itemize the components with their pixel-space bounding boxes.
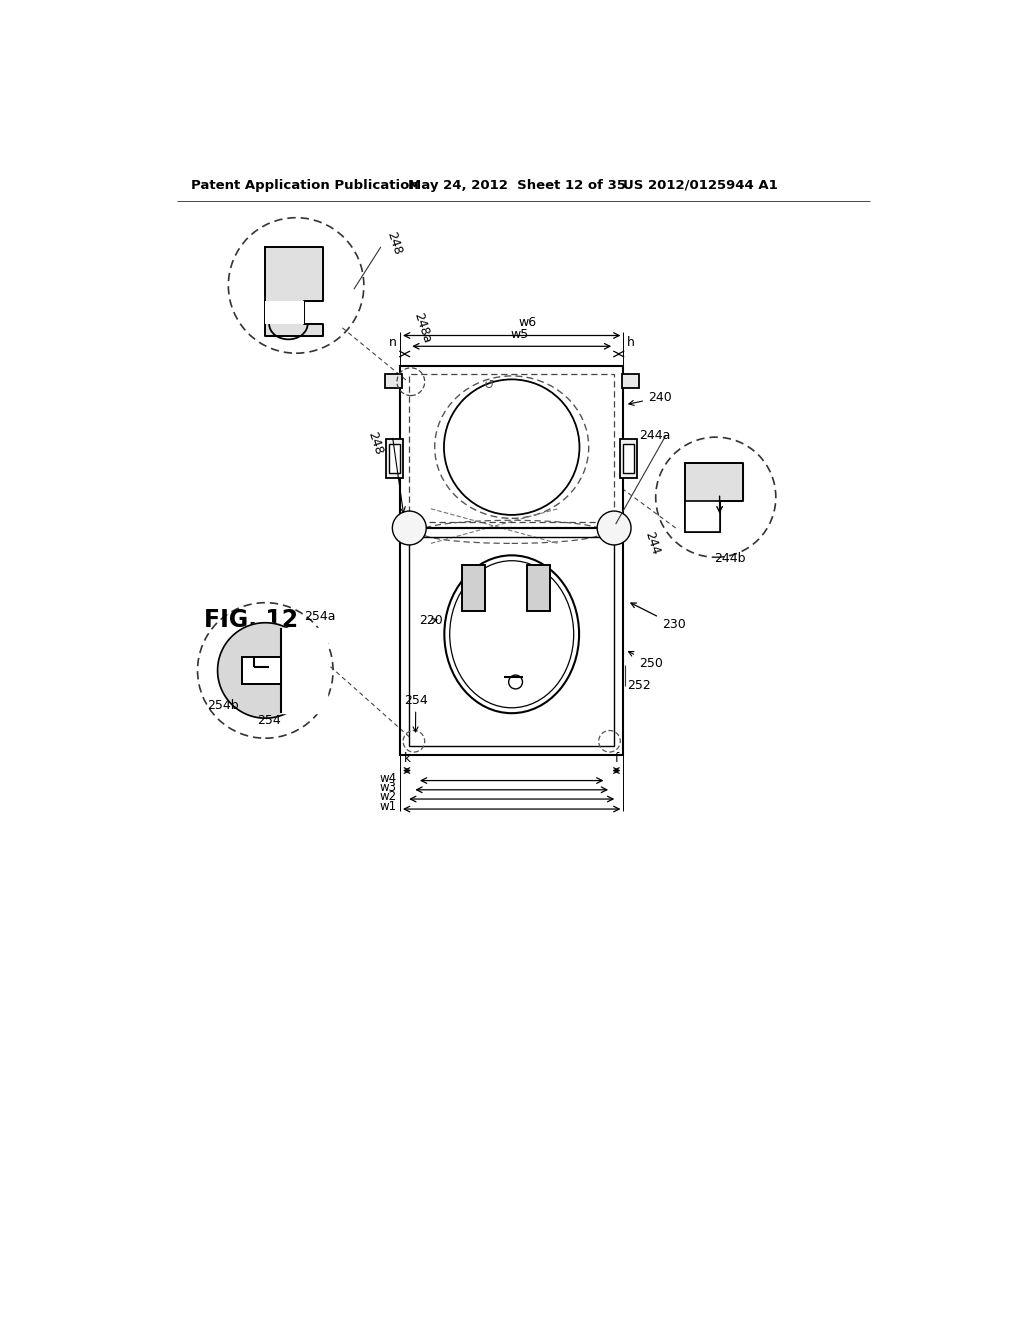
Text: 248: 248: [385, 230, 404, 256]
Bar: [462, 565, 484, 611]
Text: 244b: 244b: [714, 552, 745, 565]
Circle shape: [392, 511, 426, 545]
Text: ↺: ↺: [483, 379, 494, 392]
Bar: [527, 565, 550, 611]
Bar: [622, 374, 639, 388]
Bar: [462, 565, 484, 611]
Text: n: n: [389, 335, 397, 348]
Bar: [400, 528, 624, 755]
Text: FIG. 12: FIG. 12: [204, 609, 298, 632]
Text: Patent Application Publication: Patent Application Publication: [190, 178, 419, 191]
Text: 244a: 244a: [639, 429, 670, 442]
Circle shape: [597, 511, 631, 545]
Bar: [624, 444, 634, 474]
Text: w6: w6: [518, 317, 537, 330]
Text: 230: 230: [631, 603, 686, 631]
Polygon shape: [265, 247, 323, 335]
Text: 248a: 248a: [412, 310, 434, 345]
Text: h: h: [627, 335, 634, 348]
Bar: [410, 537, 614, 746]
Text: 254b: 254b: [207, 698, 239, 711]
Bar: [265, 301, 304, 323]
Bar: [621, 440, 637, 478]
Bar: [685, 502, 720, 532]
Text: w3: w3: [380, 781, 397, 795]
Bar: [685, 502, 720, 532]
Polygon shape: [281, 628, 327, 713]
Text: US 2012/0125944 A1: US 2012/0125944 A1: [624, 178, 778, 191]
Text: 254: 254: [403, 693, 428, 731]
Bar: [527, 565, 550, 611]
Text: w5: w5: [510, 327, 528, 341]
Text: 248: 248: [365, 430, 385, 457]
Bar: [400, 366, 624, 528]
Text: 244: 244: [643, 531, 663, 557]
Bar: [385, 374, 401, 388]
Text: 254: 254: [258, 714, 282, 727]
Text: 220: 220: [419, 614, 443, 627]
Polygon shape: [217, 623, 313, 718]
Text: May 24, 2012  Sheet 12 of 35: May 24, 2012 Sheet 12 of 35: [408, 178, 626, 191]
Bar: [386, 440, 403, 478]
Text: 240: 240: [629, 391, 672, 405]
Text: k: k: [403, 752, 411, 766]
Bar: [410, 374, 614, 521]
Text: w1: w1: [380, 800, 397, 813]
Text: 252: 252: [628, 680, 651, 693]
Bar: [243, 656, 281, 684]
Text: 250: 250: [629, 652, 663, 669]
Bar: [243, 656, 281, 684]
Polygon shape: [685, 462, 742, 532]
Bar: [389, 444, 400, 474]
Text: f: f: [614, 752, 618, 766]
Text: w4: w4: [380, 772, 397, 785]
Text: 254a: 254a: [304, 610, 336, 623]
Text: w2: w2: [380, 791, 397, 804]
